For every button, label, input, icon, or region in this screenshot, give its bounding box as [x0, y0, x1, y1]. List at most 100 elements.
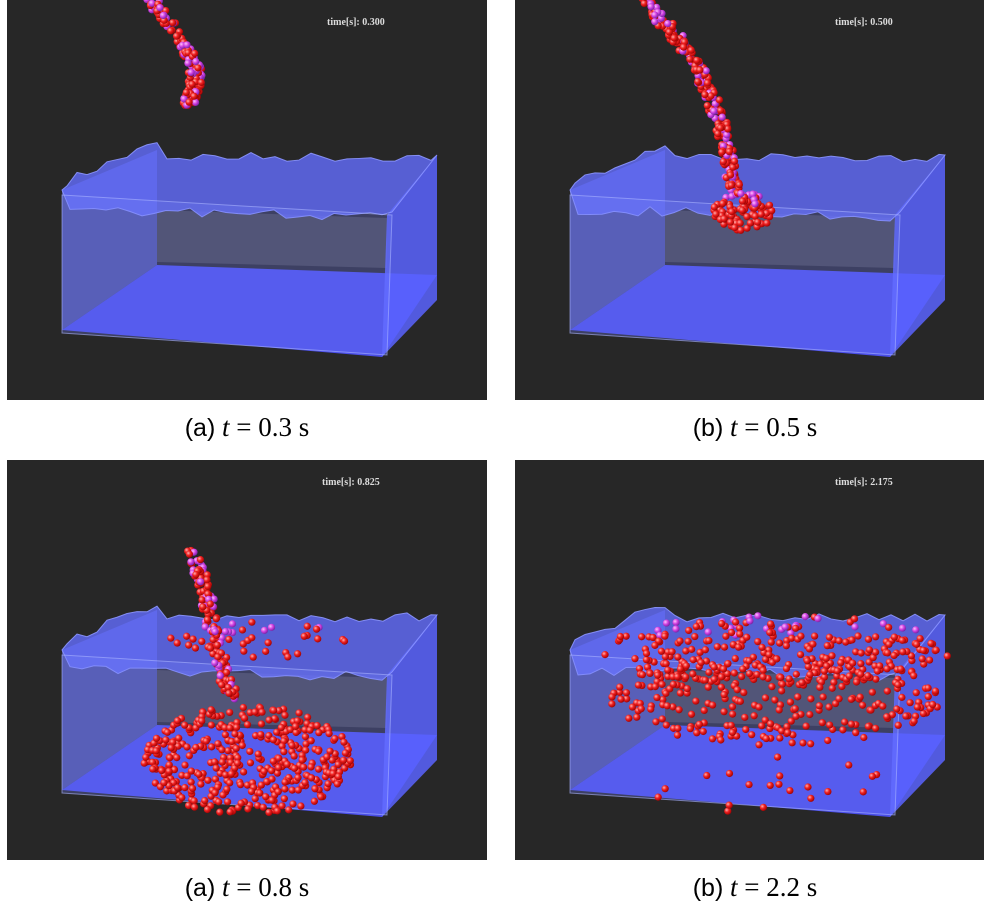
particle [848, 636, 855, 643]
particle [682, 673, 689, 680]
particle [709, 735, 716, 742]
particle [215, 798, 222, 805]
particle [767, 720, 774, 727]
particle [297, 802, 304, 809]
particle [207, 645, 214, 652]
particle [899, 624, 906, 631]
particle [186, 551, 193, 558]
particle [314, 635, 321, 642]
particle [826, 721, 833, 728]
particle [778, 727, 785, 734]
particle [696, 66, 703, 73]
particle [804, 657, 811, 664]
particle [204, 777, 211, 784]
particle [746, 657, 753, 664]
particle [315, 729, 322, 736]
particle [315, 766, 322, 773]
particle [663, 619, 670, 626]
caption: (b) t = 0.5 s [515, 412, 984, 443]
particle [814, 615, 821, 622]
particle [824, 788, 831, 795]
particle [816, 702, 823, 709]
particle [731, 158, 738, 165]
particle [676, 637, 683, 644]
particle [188, 767, 195, 774]
particle [192, 58, 199, 65]
particle [913, 689, 920, 696]
particle [755, 741, 762, 748]
particle [711, 663, 718, 670]
particle [233, 724, 240, 731]
particle [738, 673, 745, 680]
particle [851, 623, 858, 630]
particle [197, 578, 204, 585]
particle [160, 12, 167, 19]
time-label: time[s]: 0.500 [835, 17, 893, 28]
particle [797, 632, 804, 639]
particle [655, 794, 662, 801]
particle [302, 733, 309, 740]
particle [718, 673, 725, 680]
particle [842, 638, 849, 645]
particle [705, 637, 712, 644]
particle [191, 797, 198, 804]
particle [720, 158, 727, 165]
particle [181, 722, 188, 729]
particle [860, 788, 867, 795]
particle [183, 89, 190, 96]
particle [629, 703, 636, 710]
particle [778, 687, 785, 694]
particle [944, 652, 951, 659]
particle [914, 703, 921, 710]
particle [711, 676, 718, 683]
particle [616, 683, 623, 690]
particle [693, 623, 700, 630]
particle [717, 124, 724, 131]
particle [623, 689, 630, 696]
particle [688, 711, 695, 718]
particle [248, 619, 255, 626]
particle [246, 748, 253, 755]
particle [674, 673, 681, 680]
particle [257, 731, 264, 738]
particle [175, 735, 182, 742]
particle [162, 736, 169, 743]
particle [158, 767, 165, 774]
particle [658, 681, 665, 688]
particle [198, 638, 205, 645]
particle [839, 726, 846, 733]
particle [207, 600, 214, 607]
particle [806, 711, 813, 718]
particle [265, 809, 272, 816]
particle [879, 703, 886, 710]
particle [743, 213, 750, 220]
particle [214, 740, 221, 747]
time-label: time[s]: 0.825 [322, 477, 380, 488]
particle [819, 719, 826, 726]
particle [197, 556, 204, 563]
particle [742, 726, 749, 733]
particle [701, 707, 708, 714]
particle [185, 642, 192, 649]
particle [652, 683, 659, 690]
particle [747, 219, 754, 226]
particle [932, 687, 939, 694]
particle [224, 747, 231, 754]
particle [166, 754, 173, 761]
particle [697, 659, 704, 666]
particle [198, 717, 205, 724]
particle [208, 706, 215, 713]
particle [275, 755, 282, 762]
particle [704, 79, 711, 86]
particle [766, 629, 773, 636]
particle [853, 678, 860, 685]
particle [710, 108, 717, 115]
particle [898, 694, 905, 701]
particle [786, 675, 793, 682]
particle [852, 729, 859, 736]
particle [188, 779, 195, 786]
particle [865, 723, 872, 730]
particle [824, 737, 831, 744]
particle [797, 651, 804, 658]
particle [727, 171, 734, 178]
